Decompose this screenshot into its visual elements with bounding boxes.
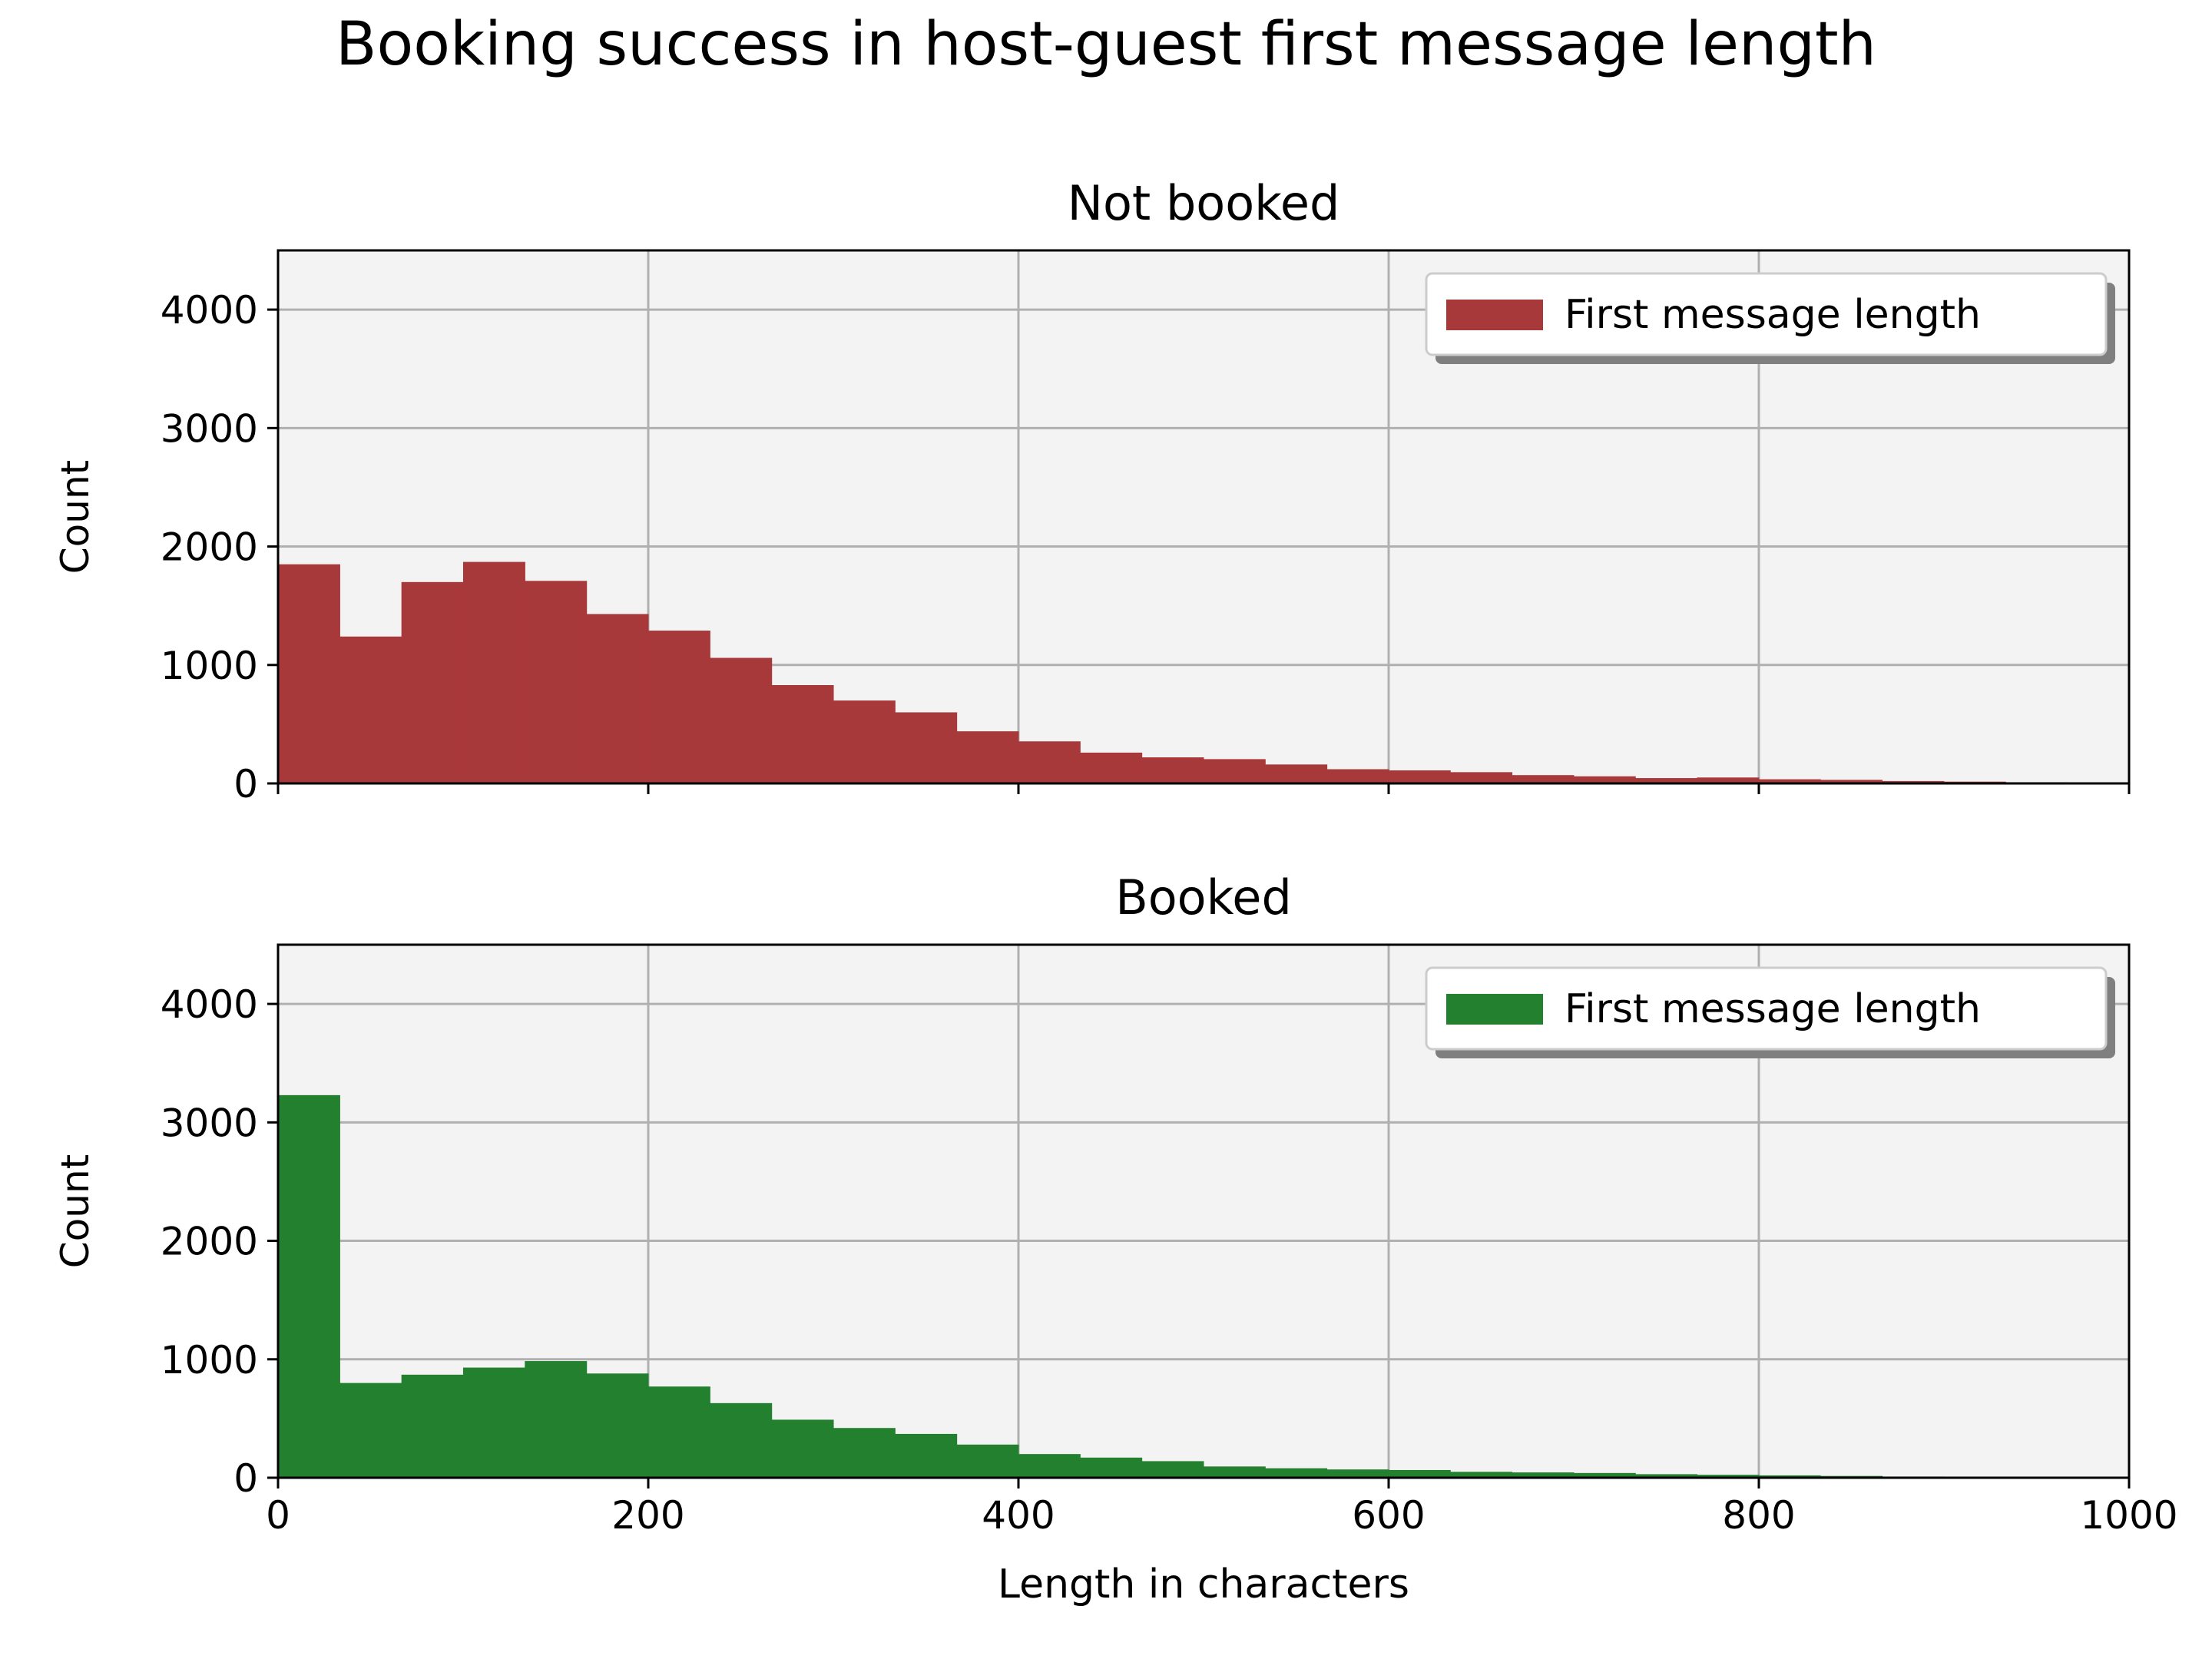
axes-frame bbox=[276, 249, 2131, 785]
histogram-bar bbox=[1018, 741, 1081, 783]
y-axis-label: Count bbox=[53, 1154, 98, 1269]
histogram-bar bbox=[1265, 1468, 1328, 1478]
figure-suptitle: Booking success in host-guest first mess… bbox=[336, 10, 1876, 79]
histogram-bar bbox=[1635, 778, 1698, 783]
x-tick-label: 400 bbox=[982, 1493, 1055, 1538]
histogram-bar bbox=[586, 1373, 649, 1478]
y-tick-label: 0 bbox=[233, 1456, 258, 1501]
legend-label: First message length bbox=[1565, 292, 1981, 338]
y-tick-label: 2000 bbox=[161, 525, 258, 570]
histogram-bar bbox=[1080, 1457, 1143, 1478]
histogram-bar bbox=[278, 1094, 340, 1478]
panel-title: Booked bbox=[1115, 869, 1292, 926]
histogram-bar bbox=[833, 1428, 896, 1478]
panel-not-booked: 0 1000 2000 3000 4000 Not booked Count First me… bbox=[53, 175, 2131, 806]
x-axis-label: Length in characters bbox=[998, 1561, 1409, 1608]
histogram-bar bbox=[401, 1374, 464, 1478]
histogram-bar bbox=[1512, 1472, 1575, 1478]
histogram-bar bbox=[1573, 776, 1636, 783]
x-tick-label: 1000 bbox=[2080, 1493, 2177, 1538]
histogram-bar bbox=[1635, 1474, 1698, 1478]
histogram-bar bbox=[1697, 1475, 1760, 1478]
histogram-bar bbox=[586, 614, 649, 783]
histogram-bar bbox=[895, 1433, 958, 1478]
y-tick-label: 1000 bbox=[161, 1338, 258, 1382]
histogram-bar bbox=[956, 731, 1019, 783]
histogram-bar bbox=[1203, 759, 1266, 783]
histogram-bar bbox=[710, 1402, 773, 1478]
y-tick-label: 3000 bbox=[161, 406, 258, 451]
x-tick-label: 0 bbox=[266, 1493, 290, 1538]
y-tick-label: 0 bbox=[233, 762, 258, 806]
histogram-bar bbox=[956, 1444, 1019, 1478]
histogram-bar bbox=[1141, 757, 1204, 783]
histogram-bar bbox=[1450, 772, 1513, 783]
histogram-bar bbox=[833, 700, 896, 783]
y-tick-label: 1000 bbox=[161, 644, 258, 688]
x-tick-label: 800 bbox=[1722, 1493, 1795, 1538]
histogram-bar bbox=[401, 581, 464, 783]
y-tick-label: 2000 bbox=[161, 1220, 258, 1264]
panel-booked: 0 200 400 600 800 1000 0 1000 2000 3000 4000 Booked… bbox=[53, 869, 2178, 1608]
axes-frame bbox=[276, 943, 2131, 1479]
histogram-bar bbox=[771, 1419, 834, 1478]
histogram-bar bbox=[1820, 780, 1883, 783]
histogram-bar bbox=[525, 1361, 588, 1478]
histogram-bar bbox=[1758, 779, 1821, 783]
histogram-bar bbox=[710, 657, 773, 783]
histogram-bar bbox=[462, 1367, 525, 1478]
legend-swatch bbox=[1446, 994, 1543, 1025]
histogram-bar bbox=[647, 631, 710, 783]
histogram-bar bbox=[1573, 1472, 1636, 1478]
histogram-bar bbox=[1512, 775, 1575, 783]
histogram-bar bbox=[1882, 780, 1945, 783]
legend-box bbox=[1425, 272, 2108, 356]
histogram-bar bbox=[339, 1382, 402, 1478]
legend-swatch bbox=[1446, 300, 1543, 330]
histogram-bar bbox=[647, 1386, 710, 1478]
histogram-bar bbox=[525, 581, 588, 783]
y-tick-label: 4000 bbox=[161, 288, 258, 333]
histogram-bar bbox=[1018, 1454, 1081, 1478]
histogram-bar bbox=[278, 564, 340, 783]
histogram-bar bbox=[1450, 1472, 1513, 1478]
legend-label: First message length bbox=[1565, 986, 1981, 1032]
y-tick-label: 3000 bbox=[161, 1101, 258, 1145]
y-tick-label: 4000 bbox=[161, 982, 258, 1027]
x-tick-label: 600 bbox=[1352, 1493, 1425, 1538]
histogram-bar bbox=[1080, 752, 1143, 783]
histogram-bar bbox=[895, 712, 958, 783]
x-tick-label: 200 bbox=[611, 1493, 684, 1538]
histogram-bar bbox=[1758, 1475, 1821, 1478]
histogram-bar bbox=[1265, 764, 1328, 783]
histogram-bar bbox=[339, 636, 402, 783]
histogram-bar bbox=[1203, 1466, 1266, 1478]
histogram-bar bbox=[1388, 770, 1451, 783]
panel-title: Not booked bbox=[1068, 175, 1340, 231]
histogram-bar bbox=[1388, 1469, 1451, 1478]
histogram-bar bbox=[1326, 1469, 1389, 1478]
histogram-bar bbox=[1141, 1461, 1204, 1478]
legend-box bbox=[1425, 966, 2108, 1051]
histogram-bar bbox=[771, 684, 834, 783]
histogram-bar bbox=[1326, 769, 1389, 783]
histogram-bar bbox=[1697, 777, 1760, 783]
histogram-bar bbox=[462, 561, 525, 783]
y-axis-label: Count bbox=[53, 460, 98, 575]
